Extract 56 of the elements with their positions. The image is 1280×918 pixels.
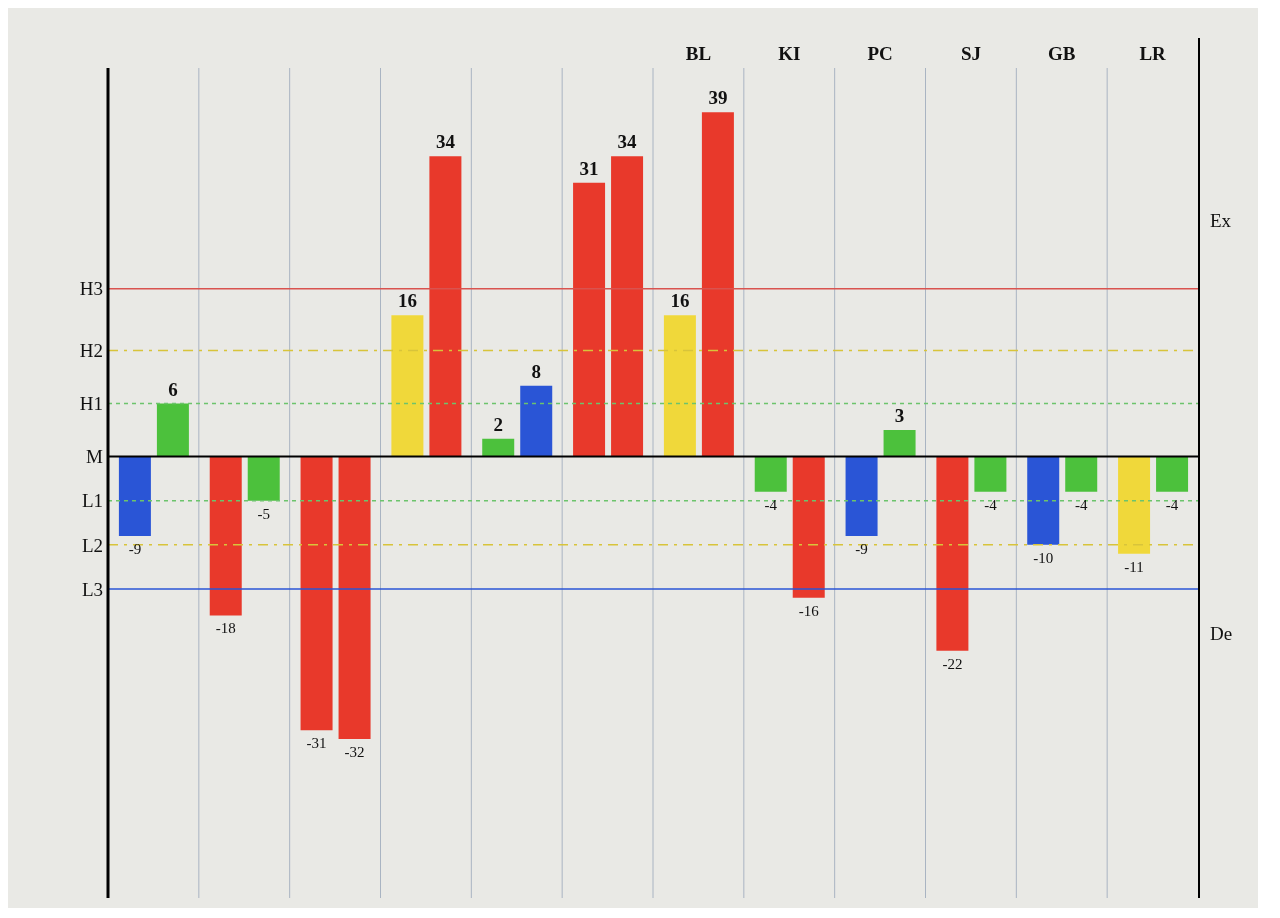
data-label: -4 [984,496,998,513]
data-label: 31 [579,157,599,179]
data-label: 3 [894,405,905,427]
bar [156,403,189,457]
bar [1156,456,1189,492]
bar [974,456,1007,492]
data-label: -32 [344,744,365,761]
bar [1065,456,1098,492]
ref-line-label: M [86,446,104,468]
data-label: -4 [764,496,778,513]
data-label: -10 [1033,549,1054,566]
bar [300,456,333,731]
x-tick-label: SJ [960,43,981,64]
ref-line-label: L2 [81,534,103,556]
data-label: -18 [215,620,236,637]
bar [209,456,242,616]
data-label: -9 [855,540,868,557]
x-tick-label: LR [1139,43,1167,64]
data-label: -9 [128,540,142,557]
bar [845,456,878,536]
ref-line-label: H3 [79,278,103,300]
data-label: -5 [257,505,270,522]
data-label: 8 [531,360,541,382]
bar [936,456,969,651]
ref-line-label: H1 [79,393,103,415]
data-label: -22 [942,655,963,672]
data-label: 16 [670,290,690,312]
data-label: -16 [798,602,820,619]
data-label: -4 [1165,496,1179,513]
ref-line-label: L1 [81,490,103,512]
x-tick-label: BL [685,43,712,64]
ref-line-label: L3 [81,578,103,600]
bar [573,182,606,457]
data-label: -11 [1124,558,1144,575]
ref-line-label: H2 [79,340,103,362]
data-label: -31 [306,735,327,752]
data-label: -4 [1074,496,1088,513]
data-label: 2 [493,413,503,435]
bar [1118,456,1151,554]
x-tick-label: PC [867,43,893,64]
data-label: 6 [168,378,178,400]
bar [520,385,553,457]
bar [663,315,696,457]
bar [391,315,424,457]
text: De [1210,622,1233,645]
bar [883,430,916,457]
text: Ex [1210,210,1232,232]
bar [1027,456,1060,545]
data-label: 34 [435,131,456,153]
x-tick-label: GB [1048,43,1076,64]
data-label: 34 [617,131,638,153]
data-label: 39 [708,87,728,109]
bar [118,456,151,536]
x-tick-label: KI [778,43,801,64]
bar [247,456,280,501]
data-label: 16 [397,290,417,312]
